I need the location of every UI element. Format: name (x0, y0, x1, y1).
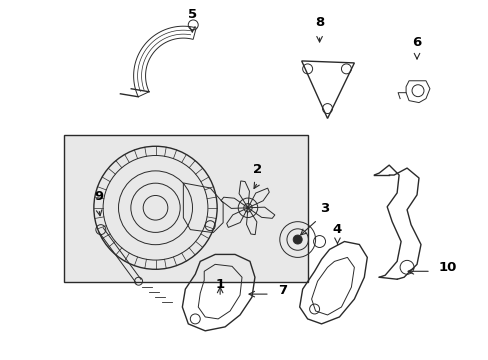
Polygon shape (133, 26, 196, 97)
Text: 4: 4 (332, 222, 342, 235)
Text: 5: 5 (187, 8, 197, 21)
Text: 9: 9 (94, 190, 103, 203)
Text: 6: 6 (411, 36, 421, 49)
Bar (64, 135, 307, 282)
Text: 10: 10 (438, 261, 456, 274)
Text: 3: 3 (319, 202, 328, 215)
Text: 1: 1 (215, 278, 224, 291)
Circle shape (293, 235, 302, 244)
Text: 2: 2 (253, 163, 262, 176)
Text: 7: 7 (277, 284, 286, 297)
Text: 8: 8 (314, 16, 324, 29)
